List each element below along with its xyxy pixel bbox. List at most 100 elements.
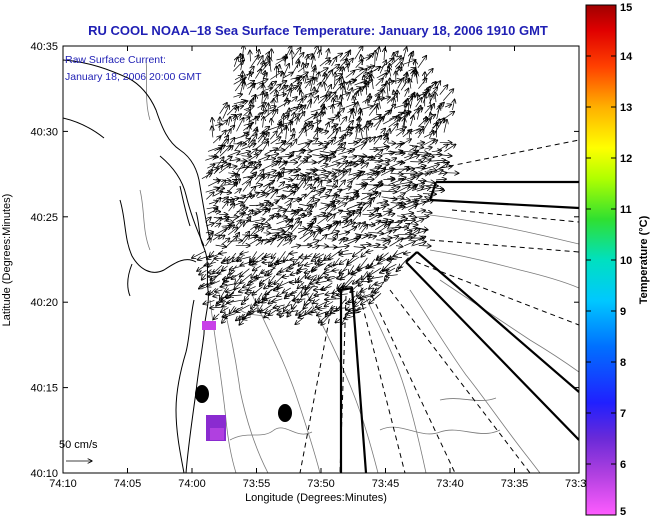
current-vector xyxy=(271,252,277,259)
current-vector xyxy=(317,112,318,127)
current-vector xyxy=(444,111,454,119)
current-vector xyxy=(311,246,319,248)
current-vector xyxy=(326,214,335,222)
current-vector xyxy=(430,82,436,89)
current-vector xyxy=(351,271,361,275)
current-vector xyxy=(311,56,314,68)
current-vector xyxy=(338,151,351,155)
current-vector xyxy=(326,186,337,187)
current-vector xyxy=(346,194,359,204)
current-vector xyxy=(354,46,363,60)
current-vector xyxy=(212,235,220,241)
current-vector xyxy=(407,205,417,211)
surface-current-vectors xyxy=(192,46,459,325)
current-vector xyxy=(218,235,225,239)
current-vector xyxy=(353,249,363,256)
current-vector xyxy=(283,143,292,152)
current-vector xyxy=(243,110,251,116)
current-vector xyxy=(327,129,337,140)
current-vector xyxy=(376,201,388,203)
current-vector xyxy=(222,275,237,279)
current-vector xyxy=(411,242,426,247)
current-vector xyxy=(325,92,336,102)
current-vector xyxy=(270,190,278,199)
current-vector xyxy=(415,168,425,169)
current-vector xyxy=(325,299,340,300)
current-vector xyxy=(255,150,261,154)
current-vector xyxy=(226,236,238,247)
current-vector xyxy=(326,196,339,197)
current-vector xyxy=(274,195,283,205)
current-vector xyxy=(381,185,396,186)
current-vector xyxy=(277,237,285,248)
current-vector xyxy=(317,156,327,165)
current-vector xyxy=(414,219,424,223)
current-vector xyxy=(282,203,291,217)
current-vector xyxy=(404,241,415,247)
current-vector xyxy=(390,104,396,110)
current-vector xyxy=(304,204,311,212)
current-vector xyxy=(206,192,214,200)
current-vector xyxy=(416,105,420,120)
current-vector xyxy=(312,155,323,157)
current-vector xyxy=(331,308,347,309)
current-vector xyxy=(318,72,320,80)
current-vector xyxy=(260,279,265,286)
current-vector xyxy=(264,148,278,155)
current-vector xyxy=(229,117,231,126)
current-vector xyxy=(214,223,221,227)
current-vector xyxy=(347,239,359,245)
current-vector xyxy=(304,214,311,216)
current-vector xyxy=(233,205,245,217)
current-vector xyxy=(304,114,316,122)
current-vector xyxy=(243,284,251,288)
current-vector xyxy=(415,98,422,108)
current-vector xyxy=(290,292,297,295)
y-tick-label: 40:10 xyxy=(30,468,58,480)
current-vector xyxy=(219,145,231,157)
current-vector xyxy=(262,297,269,303)
current-vector xyxy=(374,160,390,162)
current-vector xyxy=(313,96,319,104)
current-vector xyxy=(283,115,290,120)
current-vector xyxy=(374,149,383,157)
current-vector xyxy=(284,98,288,107)
current-vector xyxy=(346,59,348,72)
current-vector xyxy=(324,200,335,212)
current-vector xyxy=(435,92,436,103)
current-vector xyxy=(304,81,310,89)
current-vector xyxy=(317,216,329,225)
current-vector xyxy=(410,173,423,174)
current-vector xyxy=(376,105,377,114)
colorbar-tick-label: 9 xyxy=(620,306,626,318)
current-vector xyxy=(408,201,419,203)
current-vector xyxy=(262,226,271,227)
current-vector xyxy=(208,271,216,272)
current-vector xyxy=(417,93,418,102)
current-vector xyxy=(206,292,213,294)
current-vector xyxy=(277,292,285,296)
current-vector xyxy=(265,271,273,276)
current-vector xyxy=(395,130,404,137)
cloud-mask-blob xyxy=(195,385,209,403)
current-vector xyxy=(338,180,346,188)
plot-background xyxy=(63,46,579,473)
current-vector xyxy=(299,256,312,257)
current-vector xyxy=(215,124,222,126)
current-vector xyxy=(290,152,294,158)
current-vector xyxy=(234,202,243,206)
current-vector xyxy=(356,308,367,311)
current-vector xyxy=(355,102,357,116)
current-vector xyxy=(268,213,279,221)
current-vector xyxy=(245,292,257,293)
current-vector xyxy=(236,196,246,200)
current-vector xyxy=(375,117,383,131)
current-vector xyxy=(417,56,427,69)
current-vector xyxy=(274,287,284,290)
x-tick-label: 74:00 xyxy=(178,478,206,490)
current-vector xyxy=(320,111,321,120)
current-vector xyxy=(325,292,335,295)
current-vector xyxy=(348,265,355,274)
current-vector xyxy=(326,206,335,217)
